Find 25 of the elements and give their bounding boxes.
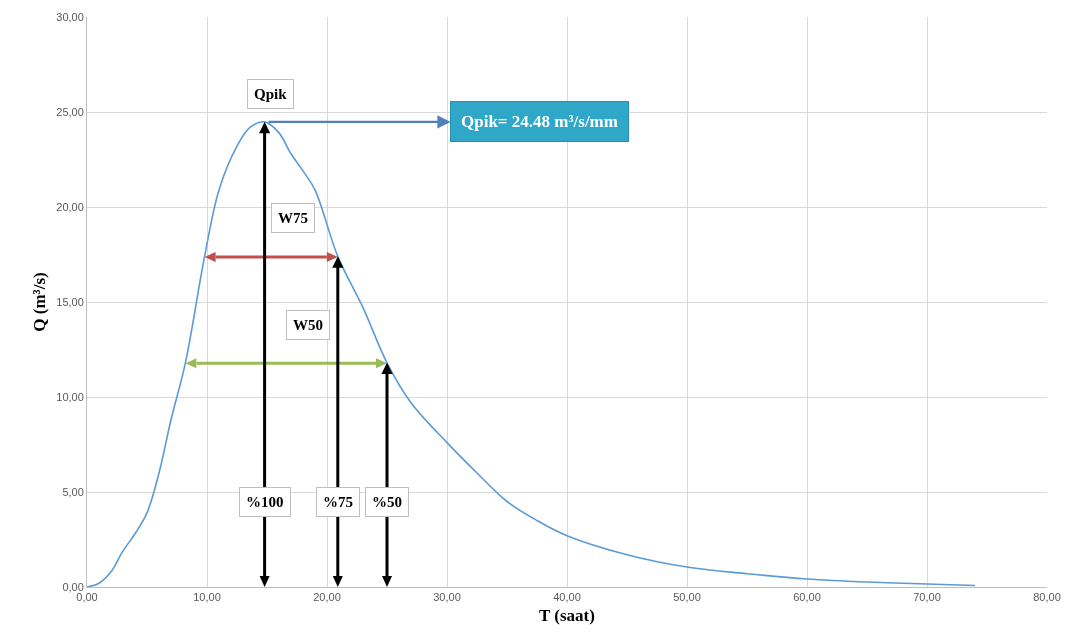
y-tick-label: 25,00	[56, 105, 84, 118]
y-tick-label: 30,00	[56, 10, 84, 23]
annotation: Qpik	[254, 86, 288, 102]
x-tick-label: 20,00	[313, 591, 341, 604]
annotation: %100	[246, 494, 284, 510]
annotation: W75	[278, 210, 308, 226]
x-tick-label: 0,00	[76, 591, 98, 604]
x-tick-label: 80,00	[1033, 591, 1061, 604]
y-tick-label: 5,00	[62, 485, 84, 498]
x-tick-label: 10,00	[193, 591, 221, 604]
annotation: %50	[372, 494, 402, 510]
x-tick-label: 50,00	[673, 591, 701, 604]
annotation: W50	[293, 317, 323, 333]
y-tick-label: 20,00	[56, 200, 84, 213]
y-tick-label: 15,00	[56, 295, 84, 308]
x-tick-label: 70,00	[913, 591, 941, 604]
x-axis-title: T (saat)	[539, 605, 595, 625]
y-tick-label: 10,00	[56, 390, 84, 403]
y-tick-label: 0,00	[62, 580, 84, 593]
annotation: %75	[323, 494, 353, 510]
y-axis-title: Q (m³/s)	[29, 272, 49, 332]
x-tick-label: 30,00	[433, 591, 461, 604]
annotation: Qpik= 24.48 m³/s/mm	[461, 112, 618, 131]
x-tick-label: 60,00	[793, 591, 821, 604]
x-tick-label: 40,00	[553, 591, 581, 604]
